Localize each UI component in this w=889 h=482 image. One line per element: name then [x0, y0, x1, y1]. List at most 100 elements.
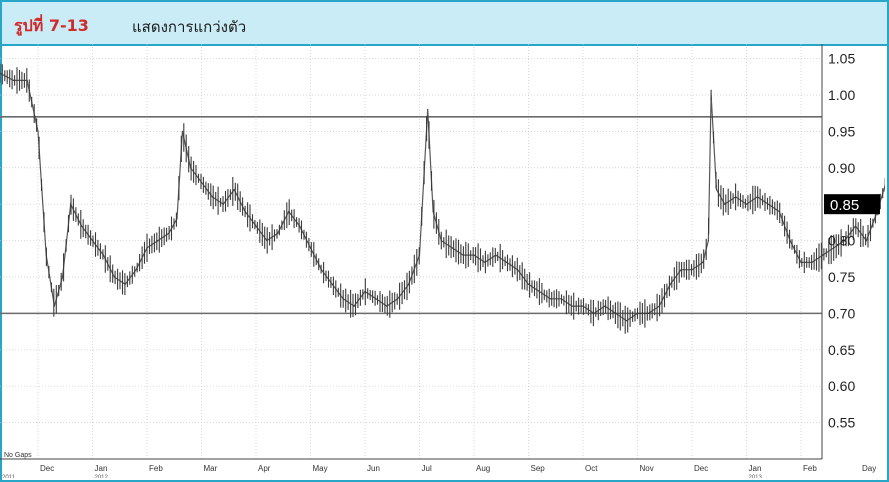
price-point: [222, 203, 224, 205]
chart-levels: [0, 116, 822, 315]
price-point: [26, 79, 28, 81]
price-point: [691, 269, 693, 271]
price-point: [342, 298, 344, 300]
year-label: 2012: [95, 475, 109, 478]
x-tick-label: Feb: [149, 464, 163, 473]
chart-grid: [0, 44, 822, 459]
y-tick-label: 0.90: [828, 160, 855, 176]
price-point: [331, 283, 333, 285]
price-point: [724, 203, 726, 205]
price-bars: [0, 63, 885, 334]
price-point: [593, 312, 595, 314]
last-price-marker: [824, 194, 880, 215]
price-point: [604, 305, 606, 307]
figure-label: รูปที่ 7-13: [14, 16, 89, 35]
price-point: [427, 108, 429, 111]
x-tick-label: Oct: [585, 464, 598, 473]
price-point: [582, 305, 584, 307]
year-label: 2011: [2, 475, 16, 478]
price-point: [364, 290, 366, 293]
figure-header: รูปที่ 7-13 แสดงการแกว่งตัว: [2, 2, 887, 46]
price-point: [571, 305, 573, 307]
price-point: [91, 240, 94, 242]
price-point: [157, 240, 159, 242]
price-point: [484, 261, 486, 263]
price-point: [81, 225, 83, 227]
price-point: [865, 240, 868, 242]
price-point: [375, 298, 377, 300]
price-point: [735, 196, 737, 198]
price-point: [647, 312, 650, 314]
price-point: [309, 247, 312, 249]
price-point: [778, 210, 780, 213]
price-point: [432, 210, 434, 213]
price-point: [135, 269, 137, 271]
y-tick-label: 0.95: [828, 123, 855, 139]
price-point: [320, 269, 322, 271]
x-tick-label: Dec: [40, 464, 54, 473]
price-point: [181, 130, 183, 132]
y-tick-label: 0.60: [828, 378, 855, 394]
chart-axes: 1.05 1.00 0.95 0.90 0.85 0.80 0.75 0.70 0.65 0.60…: [0, 44, 880, 478]
price-point: [244, 210, 246, 213]
year-label: 2013: [749, 475, 763, 478]
y-tick-label: 0.55: [828, 415, 855, 431]
price-point: [495, 254, 497, 256]
x-tick-label: Dec: [694, 464, 708, 473]
price-point: [200, 181, 203, 183]
price-point: [680, 269, 682, 271]
x-tick-label: Jan: [95, 464, 108, 473]
figure-title: แสดงการแกว่งตัว: [132, 18, 247, 36]
price-chart: 1.05 1.00 0.95 0.90 0.85 0.80 0.75 0.70 0.65 0.60…: [0, 44, 885, 478]
price-point: [707, 240, 710, 242]
price-point: [560, 298, 562, 300]
x-tick-label: Jul: [422, 464, 432, 473]
price-point: [462, 254, 464, 256]
price-point: [211, 196, 213, 198]
price-point: [844, 240, 846, 242]
price-point: [0, 72, 1, 74]
price-line: [0, 72, 885, 322]
price-point: [756, 196, 759, 198]
price-point: [854, 225, 857, 227]
price-point: [45, 254, 47, 256]
x-tick-label: May: [313, 464, 328, 473]
price-point: [397, 298, 399, 300]
price-point: [789, 240, 791, 242]
price-point: [811, 261, 813, 263]
x-axis-unit: Day: [862, 464, 876, 473]
x-tick-label: Nov: [640, 464, 654, 473]
price-point: [715, 189, 718, 191]
y-tick-label: 0.65: [828, 342, 855, 358]
price-point: [113, 276, 115, 278]
price-point: [12, 79, 15, 81]
x-tick-label: Jun: [367, 464, 380, 473]
price-point: [800, 261, 802, 263]
price-point: [451, 247, 453, 249]
price-point: [626, 320, 628, 322]
price-point: [124, 283, 126, 285]
x-tick-label: Mar: [204, 464, 218, 473]
price-point: [517, 269, 519, 271]
price-point: [418, 254, 421, 256]
price-point: [506, 261, 508, 263]
price-point: [710, 94, 712, 96]
price-point: [658, 305, 660, 307]
price-point: [277, 232, 279, 234]
price-point: [255, 225, 257, 227]
x-tick-label: Apr: [258, 464, 271, 473]
price-point: [615, 312, 617, 314]
no-gaps-note: No Gaps: [4, 452, 32, 459]
x-tick-label: Sep: [531, 464, 546, 473]
price-point: [353, 305, 355, 307]
price-point: [288, 210, 290, 213]
price-point: [473, 254, 475, 256]
price-point: [176, 218, 178, 220]
y-tick-label: 1.00: [828, 87, 855, 103]
price-point: [386, 305, 388, 307]
price-point: [702, 261, 704, 263]
price-point: [146, 247, 148, 249]
price-point: [37, 130, 39, 132]
x-tick-label: Aug: [476, 464, 490, 473]
